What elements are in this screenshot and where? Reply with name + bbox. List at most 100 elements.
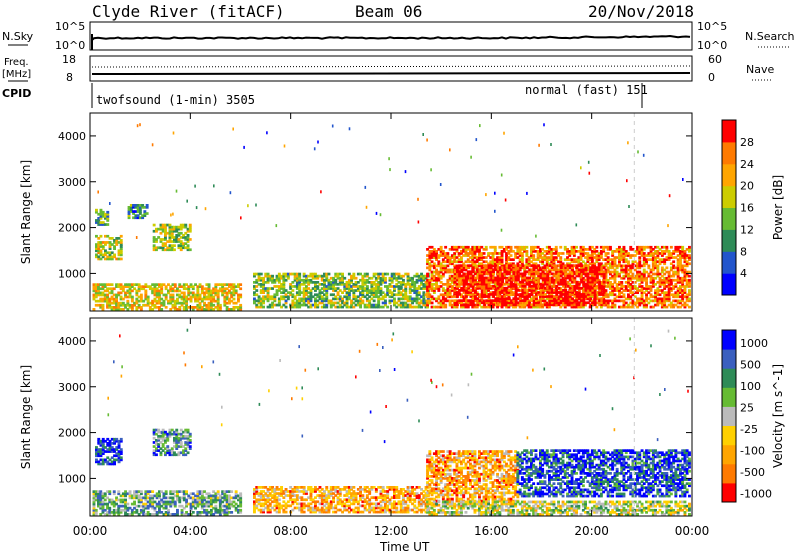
data-cell — [637, 150, 639, 153]
nsearch-label: N.Search — [745, 30, 795, 43]
data-cell — [665, 267, 668, 270]
data-cell — [588, 161, 590, 164]
scatter-region — [93, 283, 243, 310]
data-cell — [189, 238, 192, 241]
data-cell — [503, 132, 505, 135]
y-tick-label: 1000 — [58, 267, 86, 280]
data-cell — [688, 254, 691, 257]
nave-tick-bottom: 0 — [708, 71, 715, 84]
data-cell — [380, 287, 383, 290]
data-cell — [153, 224, 156, 227]
data-cell — [187, 234, 190, 237]
y-axis-label: Slant Range [km] — [19, 160, 33, 264]
data-cell — [688, 262, 691, 265]
data-cell — [614, 304, 617, 307]
data-cell — [284, 145, 286, 148]
data-cell — [526, 192, 528, 195]
data-cell — [386, 306, 389, 309]
data-cell — [120, 438, 123, 441]
data-cell — [501, 229, 503, 232]
data-cell — [393, 298, 396, 301]
data-cell — [152, 143, 154, 146]
data-cell — [537, 264, 540, 267]
scatter-region — [153, 224, 192, 251]
data-cell — [93, 308, 96, 311]
data-cell — [494, 210, 496, 213]
data-cell — [341, 273, 344, 276]
data-cell — [365, 186, 367, 189]
cpid-mode-1: twofsound (1-min) 3505 — [96, 93, 255, 107]
data-cell — [430, 168, 432, 171]
data-cell — [386, 273, 389, 276]
nsky-trace — [92, 36, 690, 40]
data-cell — [349, 127, 351, 130]
data-cell — [146, 204, 149, 207]
scatter-region — [253, 273, 430, 309]
data-cell — [113, 254, 116, 257]
data-cell — [160, 308, 163, 311]
data-cell — [672, 260, 675, 263]
data-cell — [376, 212, 378, 215]
data-cell — [472, 266, 475, 269]
data-cell — [576, 223, 578, 226]
data-cell — [494, 192, 496, 195]
data-cell — [463, 273, 466, 276]
data-cell — [120, 448, 123, 451]
data-cell — [688, 306, 691, 309]
data-cell — [623, 246, 626, 249]
data-cell — [501, 174, 503, 177]
data-cell — [230, 191, 232, 194]
data-cell — [418, 221, 420, 224]
data-cell — [120, 239, 123, 242]
data-cell — [97, 191, 99, 194]
data-cell — [515, 297, 518, 300]
data-cell — [575, 246, 578, 249]
data-cell — [627, 141, 629, 144]
data-cell — [688, 275, 691, 278]
data-cell — [525, 250, 528, 253]
scatter-region — [95, 209, 109, 226]
data-cell — [343, 277, 346, 280]
data-cell — [603, 289, 606, 292]
date-title: 20/Nov/2018 — [588, 2, 694, 21]
data-cell — [550, 143, 552, 146]
data-cell — [603, 266, 606, 269]
data-cell — [595, 246, 598, 249]
data-cell — [669, 194, 671, 197]
data-cell — [131, 296, 134, 299]
scatter-region — [95, 235, 123, 260]
data-cell — [665, 246, 668, 249]
data-cell — [298, 273, 301, 276]
scatter-region — [128, 204, 149, 219]
data-cell — [208, 283, 211, 286]
data-cell — [620, 281, 623, 284]
freq-strip-frame — [90, 56, 692, 81]
data-cell — [239, 294, 242, 297]
data-cell — [194, 185, 196, 188]
data-cell — [165, 306, 168, 309]
data-cell — [239, 283, 242, 286]
data-cell — [109, 202, 111, 205]
data-cell — [126, 300, 129, 303]
freq-trace — [92, 73, 690, 74]
data-cell — [243, 146, 245, 149]
data-cell — [426, 273, 429, 276]
data-cell — [388, 157, 390, 160]
data-cell — [559, 256, 562, 259]
data-cell — [189, 224, 192, 227]
data-cell — [681, 246, 684, 249]
data-cell — [262, 306, 265, 309]
data-cell — [426, 139, 428, 142]
data-cell — [682, 178, 684, 181]
data-cell — [560, 264, 563, 267]
data-cell — [603, 281, 606, 284]
data-cell — [173, 132, 175, 135]
freq-unit-label: [MHz] — [2, 69, 31, 80]
data-cell — [444, 246, 447, 249]
data-cell — [285, 306, 288, 309]
data-cell — [255, 204, 257, 207]
data-cell — [95, 209, 98, 212]
data-cell — [140, 294, 143, 297]
